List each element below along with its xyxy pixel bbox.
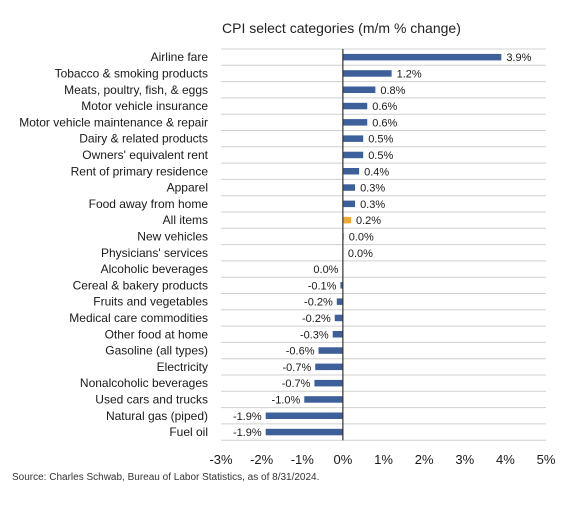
value-label: -1.9% <box>233 411 262 423</box>
value-label: -0.3% <box>300 329 329 341</box>
value-label: 0.6% <box>372 117 397 129</box>
category-label: Fuel oil <box>169 425 208 439</box>
bar-5 <box>342 135 364 142</box>
x-tick-label: 5% <box>537 452 556 467</box>
category-label: Food away from home <box>89 197 209 211</box>
value-label: -0.7% <box>282 378 311 390</box>
bar-22 <box>265 412 343 419</box>
value-label: 0.2% <box>356 215 381 227</box>
value-label: 1.2% <box>397 68 422 80</box>
category-label: Meats, poultry, fish, & eggs <box>64 83 208 97</box>
category-label: Owners' equivalent rent <box>82 148 208 162</box>
value-label: 0.0% <box>348 248 373 260</box>
bar-19 <box>315 363 343 371</box>
category-label: Used cars and trucks <box>95 392 208 406</box>
x-tick-label: 0% <box>333 452 352 467</box>
bar-21 <box>304 396 343 403</box>
category-label: Apparel <box>167 181 208 195</box>
value-label: -0.7% <box>283 362 312 374</box>
value-label: -1.9% <box>233 427 262 439</box>
bar-16 <box>334 314 343 322</box>
value-label: 0.5% <box>368 150 393 162</box>
chart-title: CPI select categories (m/m % change) <box>222 20 461 36</box>
value-label: 3.9% <box>506 52 531 64</box>
bar-2 <box>342 86 376 93</box>
bar-6 <box>342 151 364 159</box>
category-label: Fruits and vegetables <box>93 295 208 309</box>
bar-9 <box>342 200 356 208</box>
value-label: -1.0% <box>272 394 301 406</box>
value-label: -0.1% <box>308 280 337 292</box>
category-label: Natural gas (piped) <box>106 409 208 423</box>
bar-23 <box>265 428 343 436</box>
category-label: Motor vehicle maintenance & repair <box>19 115 208 129</box>
category-label: Tobacco & smoking products <box>55 66 208 80</box>
value-label: -0.6% <box>286 346 315 358</box>
category-label: Motor vehicle insurance <box>81 99 208 113</box>
x-tick-label: -3% <box>209 452 233 467</box>
x-tick-label: 1% <box>374 452 393 467</box>
x-tick-label: 2% <box>415 452 434 467</box>
value-label: -0.2% <box>302 313 331 325</box>
bar-3 <box>342 102 368 110</box>
bar-15 <box>336 298 343 305</box>
value-label: 0.4% <box>364 166 389 178</box>
category-label: Medical care commodities <box>69 311 208 325</box>
value-label: 0.6% <box>372 101 397 113</box>
bar-10 <box>342 216 351 224</box>
category-label: Nonalcoholic beverages <box>80 376 208 390</box>
bar-7 <box>342 168 360 175</box>
category-label: Cereal & bakery products <box>73 278 208 292</box>
bar-20 <box>314 379 343 387</box>
value-label: -0.2% <box>304 297 333 309</box>
category-label: Other food at home <box>105 327 209 341</box>
value-label: 0.0% <box>313 264 338 276</box>
value-label: 0.3% <box>360 199 385 211</box>
category-label: Physicians' services <box>101 246 208 260</box>
x-tick-label: -1% <box>291 452 315 467</box>
category-label: Electricity <box>157 360 208 374</box>
bar-4 <box>342 119 368 126</box>
value-label: 0.5% <box>368 134 393 146</box>
value-label: 0.8% <box>380 85 405 97</box>
x-tick-label: -2% <box>250 452 274 467</box>
source-note: Source: Charles Schwab, Bureau of Labor … <box>12 472 320 483</box>
category-label: All items <box>163 213 208 227</box>
category-label: Airline fare <box>151 50 209 64</box>
category-label: Dairy & related products <box>79 132 208 146</box>
bar-14 <box>340 282 343 289</box>
bar-1 <box>342 70 392 77</box>
x-tick-label: 4% <box>496 452 515 467</box>
value-label: 0.0% <box>349 231 374 243</box>
category-label: New vehicles <box>137 229 208 243</box>
x-tick-label: 3% <box>455 452 474 467</box>
value-label: 0.3% <box>360 183 385 195</box>
bar-8 <box>342 184 356 191</box>
bar-18 <box>318 347 343 354</box>
category-label: Alcoholic beverages <box>101 262 208 276</box>
bar-17 <box>332 331 343 338</box>
bar-0 <box>342 53 502 61</box>
category-label: Rent of primary residence <box>71 164 209 178</box>
category-label: Gasoline (all types) <box>105 344 208 358</box>
